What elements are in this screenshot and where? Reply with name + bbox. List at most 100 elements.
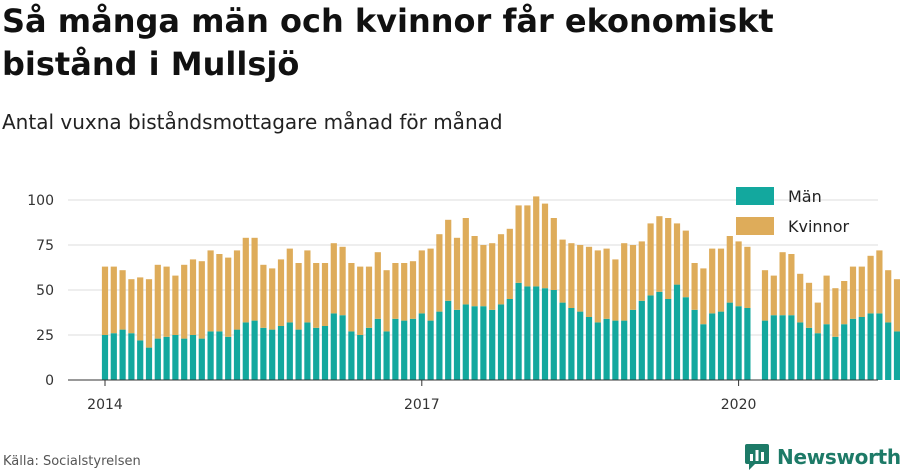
- bar-men: [260, 327, 267, 380]
- bar-women: [867, 255, 874, 314]
- bar-women: [841, 281, 848, 325]
- bar-men: [198, 338, 205, 380]
- bar-men: [691, 309, 698, 380]
- bar-women: [497, 234, 505, 305]
- bar-women: [691, 263, 698, 310]
- bar-women: [823, 275, 830, 325]
- x-tick-label: 2017: [404, 397, 440, 413]
- bar-men: [735, 306, 742, 380]
- bar-women: [427, 248, 434, 321]
- bar-women: [876, 250, 883, 314]
- bar-women: [286, 248, 293, 323]
- bar-women: [682, 230, 689, 298]
- bar-men: [621, 320, 628, 380]
- bar-women: [216, 254, 223, 332]
- bar-men: [269, 329, 276, 380]
- bar-men: [550, 290, 557, 380]
- bar-women: [585, 246, 593, 317]
- bars: [101, 196, 900, 380]
- bar-women: [480, 245, 487, 307]
- bar-women: [321, 263, 329, 326]
- bar-men: [770, 315, 777, 380]
- bar-women: [673, 223, 681, 285]
- bar-women: [717, 248, 725, 312]
- bar-men: [233, 329, 241, 380]
- bar-men: [814, 333, 821, 380]
- bar-women: [383, 270, 390, 332]
- bar-women: [805, 282, 813, 328]
- bar-men: [638, 300, 645, 380]
- bar-women: [418, 250, 425, 314]
- bar-men: [295, 329, 302, 380]
- bar-women: [515, 205, 522, 283]
- bar-men: [172, 335, 179, 380]
- source-note: Källa: Socialstyrelsen: [3, 454, 141, 469]
- bar-men: [101, 335, 109, 380]
- bar-women: [101, 266, 109, 335]
- bar-women: [242, 237, 249, 323]
- bar-men: [594, 322, 601, 380]
- bar-men: [181, 338, 188, 380]
- bar-men: [374, 318, 381, 380]
- bar-men: [779, 315, 786, 380]
- bar-women: [313, 263, 320, 328]
- bar-women: [119, 270, 126, 330]
- newsworthy-logo-text: Newsworthy: [777, 445, 900, 469]
- bar-men: [805, 327, 813, 380]
- bar-men: [119, 329, 126, 380]
- bar-men: [612, 320, 619, 380]
- bar-women: [744, 246, 751, 308]
- bar-men: [471, 306, 478, 380]
- bar-men: [726, 302, 733, 380]
- bar-men: [154, 338, 161, 380]
- bar-women: [779, 252, 786, 316]
- bar-men: [251, 320, 258, 380]
- bar-women: [594, 250, 601, 323]
- bar-women: [612, 259, 619, 321]
- bar-men: [656, 291, 663, 380]
- bar-women: [885, 270, 892, 323]
- bar-women: [533, 196, 540, 287]
- bar-men: [700, 324, 707, 380]
- bar-men: [832, 336, 839, 380]
- bar-men: [876, 313, 883, 380]
- bar-women: [295, 263, 302, 330]
- axes: 2014201720202022: [68, 379, 878, 413]
- bar-women: [181, 264, 188, 339]
- bar-men: [761, 320, 769, 380]
- bar-men: [797, 322, 804, 380]
- bar-women: [163, 266, 170, 337]
- bar-women: [304, 250, 311, 323]
- bar-men: [885, 322, 892, 380]
- bar-men: [418, 313, 425, 380]
- bar-women: [445, 219, 452, 301]
- bar-women: [814, 302, 821, 334]
- bar-men: [533, 286, 540, 380]
- bar-men: [242, 322, 249, 380]
- bar-men: [409, 318, 417, 380]
- bar-women: [137, 277, 144, 341]
- bar-women: [726, 236, 733, 303]
- bar-men: [524, 286, 531, 380]
- bar-women: [392, 263, 399, 319]
- bar-men: [629, 309, 637, 380]
- bar-men: [585, 317, 593, 380]
- bar-women: [709, 248, 716, 314]
- bar-men: [110, 333, 117, 380]
- bar-women: [145, 279, 153, 348]
- bar-men: [489, 309, 496, 380]
- bar-men: [357, 335, 364, 380]
- bar-women: [374, 252, 381, 319]
- bar-women: [207, 250, 214, 332]
- bar-women: [348, 263, 355, 332]
- bar-men: [392, 318, 399, 380]
- bar-women: [189, 259, 197, 335]
- bar-men: [506, 299, 513, 380]
- bar-men: [744, 308, 751, 380]
- bar-men: [313, 327, 320, 380]
- bar-men: [823, 324, 830, 380]
- bar-men: [515, 282, 522, 380]
- newsworthy-logo-icon: [745, 444, 769, 470]
- bar-women: [797, 273, 804, 323]
